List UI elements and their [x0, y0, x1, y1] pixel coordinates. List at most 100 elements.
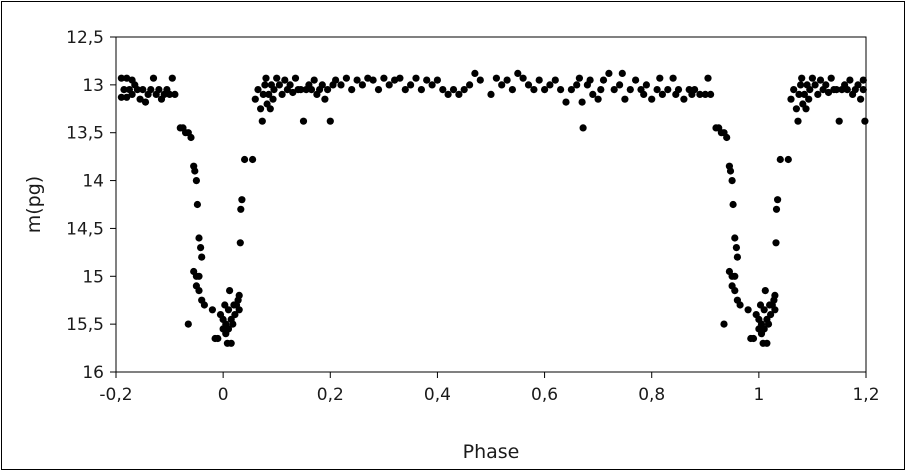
data-point	[546, 81, 554, 89]
data-point	[412, 74, 420, 82]
data-point	[731, 287, 739, 295]
y-tick-label: 13	[82, 76, 104, 96]
data-point	[487, 90, 495, 98]
data-point	[299, 117, 308, 125]
data-point	[653, 86, 661, 94]
data-point	[579, 124, 587, 132]
data-point	[664, 86, 672, 94]
data-point	[261, 81, 269, 89]
data-point	[231, 311, 239, 319]
data-point	[291, 74, 300, 82]
data-point	[707, 90, 715, 98]
data-point	[318, 81, 326, 89]
data-point	[616, 81, 624, 89]
data-point	[767, 311, 775, 319]
data-point	[136, 95, 144, 103]
data-point	[195, 287, 203, 295]
data-point	[594, 95, 602, 103]
data-point	[519, 74, 527, 82]
data-point	[599, 76, 608, 84]
data-point	[466, 81, 474, 89]
data-point	[846, 76, 854, 84]
data-point	[798, 74, 806, 82]
data-point	[269, 95, 277, 103]
data-point	[749, 334, 758, 343]
data-point	[200, 301, 208, 309]
data-point	[562, 98, 570, 106]
data-point	[227, 339, 235, 347]
data-point	[771, 306, 779, 314]
data-point	[289, 88, 297, 97]
data-point	[806, 86, 814, 94]
data-point	[401, 86, 409, 94]
data-point	[168, 74, 176, 82]
data-point	[557, 86, 565, 94]
data-point	[226, 287, 234, 295]
data-point	[861, 117, 869, 125]
data-point	[824, 88, 833, 97]
data-point	[658, 90, 667, 98]
x-tick-label: 0,2	[317, 385, 344, 405]
data-point	[342, 74, 350, 82]
data-point	[723, 133, 731, 142]
data-point	[358, 81, 366, 89]
data-point	[859, 76, 867, 84]
x-axis-title: Phase	[463, 441, 520, 463]
data-point	[800, 90, 809, 98]
data-point	[147, 86, 155, 94]
data-point	[669, 74, 677, 82]
data-point	[535, 76, 543, 84]
data-point	[476, 76, 484, 84]
data-point	[794, 117, 802, 125]
data-point	[567, 86, 576, 94]
data-point	[265, 90, 273, 98]
data-point	[814, 90, 822, 98]
data-point	[726, 167, 735, 175]
y-tick-label: 13,5	[66, 124, 104, 144]
data-point	[701, 90, 709, 98]
data-point	[238, 196, 246, 204]
data-point	[656, 74, 664, 82]
data-point	[198, 253, 206, 261]
data-point	[640, 90, 648, 98]
data-point	[236, 239, 244, 247]
data-point	[259, 90, 267, 98]
data-point	[674, 86, 683, 94]
data-point	[195, 272, 203, 280]
data-point	[286, 81, 294, 89]
data-point	[171, 90, 179, 98]
plot-area	[115, 36, 867, 373]
data-point	[857, 95, 865, 103]
data-point	[610, 86, 618, 94]
data-point	[337, 81, 345, 89]
x-tick-label: 1	[753, 385, 764, 405]
data-point	[192, 177, 200, 185]
data-point	[514, 69, 522, 77]
data-point	[229, 320, 237, 328]
data-point	[324, 86, 332, 94]
data-point	[835, 117, 843, 125]
data-point	[235, 291, 243, 299]
data-point	[805, 95, 813, 103]
data-point	[396, 74, 404, 82]
data-point	[492, 74, 500, 82]
data-point	[193, 200, 201, 209]
data-point	[195, 234, 203, 242]
x-tick-label: 1,2	[852, 385, 879, 405]
data-point	[744, 306, 752, 314]
data-point	[731, 234, 739, 242]
data-point	[642, 81, 651, 89]
data-point	[790, 86, 798, 94]
data-point	[266, 105, 274, 113]
data-point	[832, 86, 841, 94]
data-point	[586, 76, 594, 84]
data-point	[270, 86, 278, 94]
data-point	[449, 86, 458, 94]
data-point	[278, 90, 286, 98]
data-point	[797, 81, 805, 89]
data-point	[374, 86, 383, 94]
data-point	[733, 253, 742, 261]
y-tick-label: 15,5	[66, 315, 104, 335]
